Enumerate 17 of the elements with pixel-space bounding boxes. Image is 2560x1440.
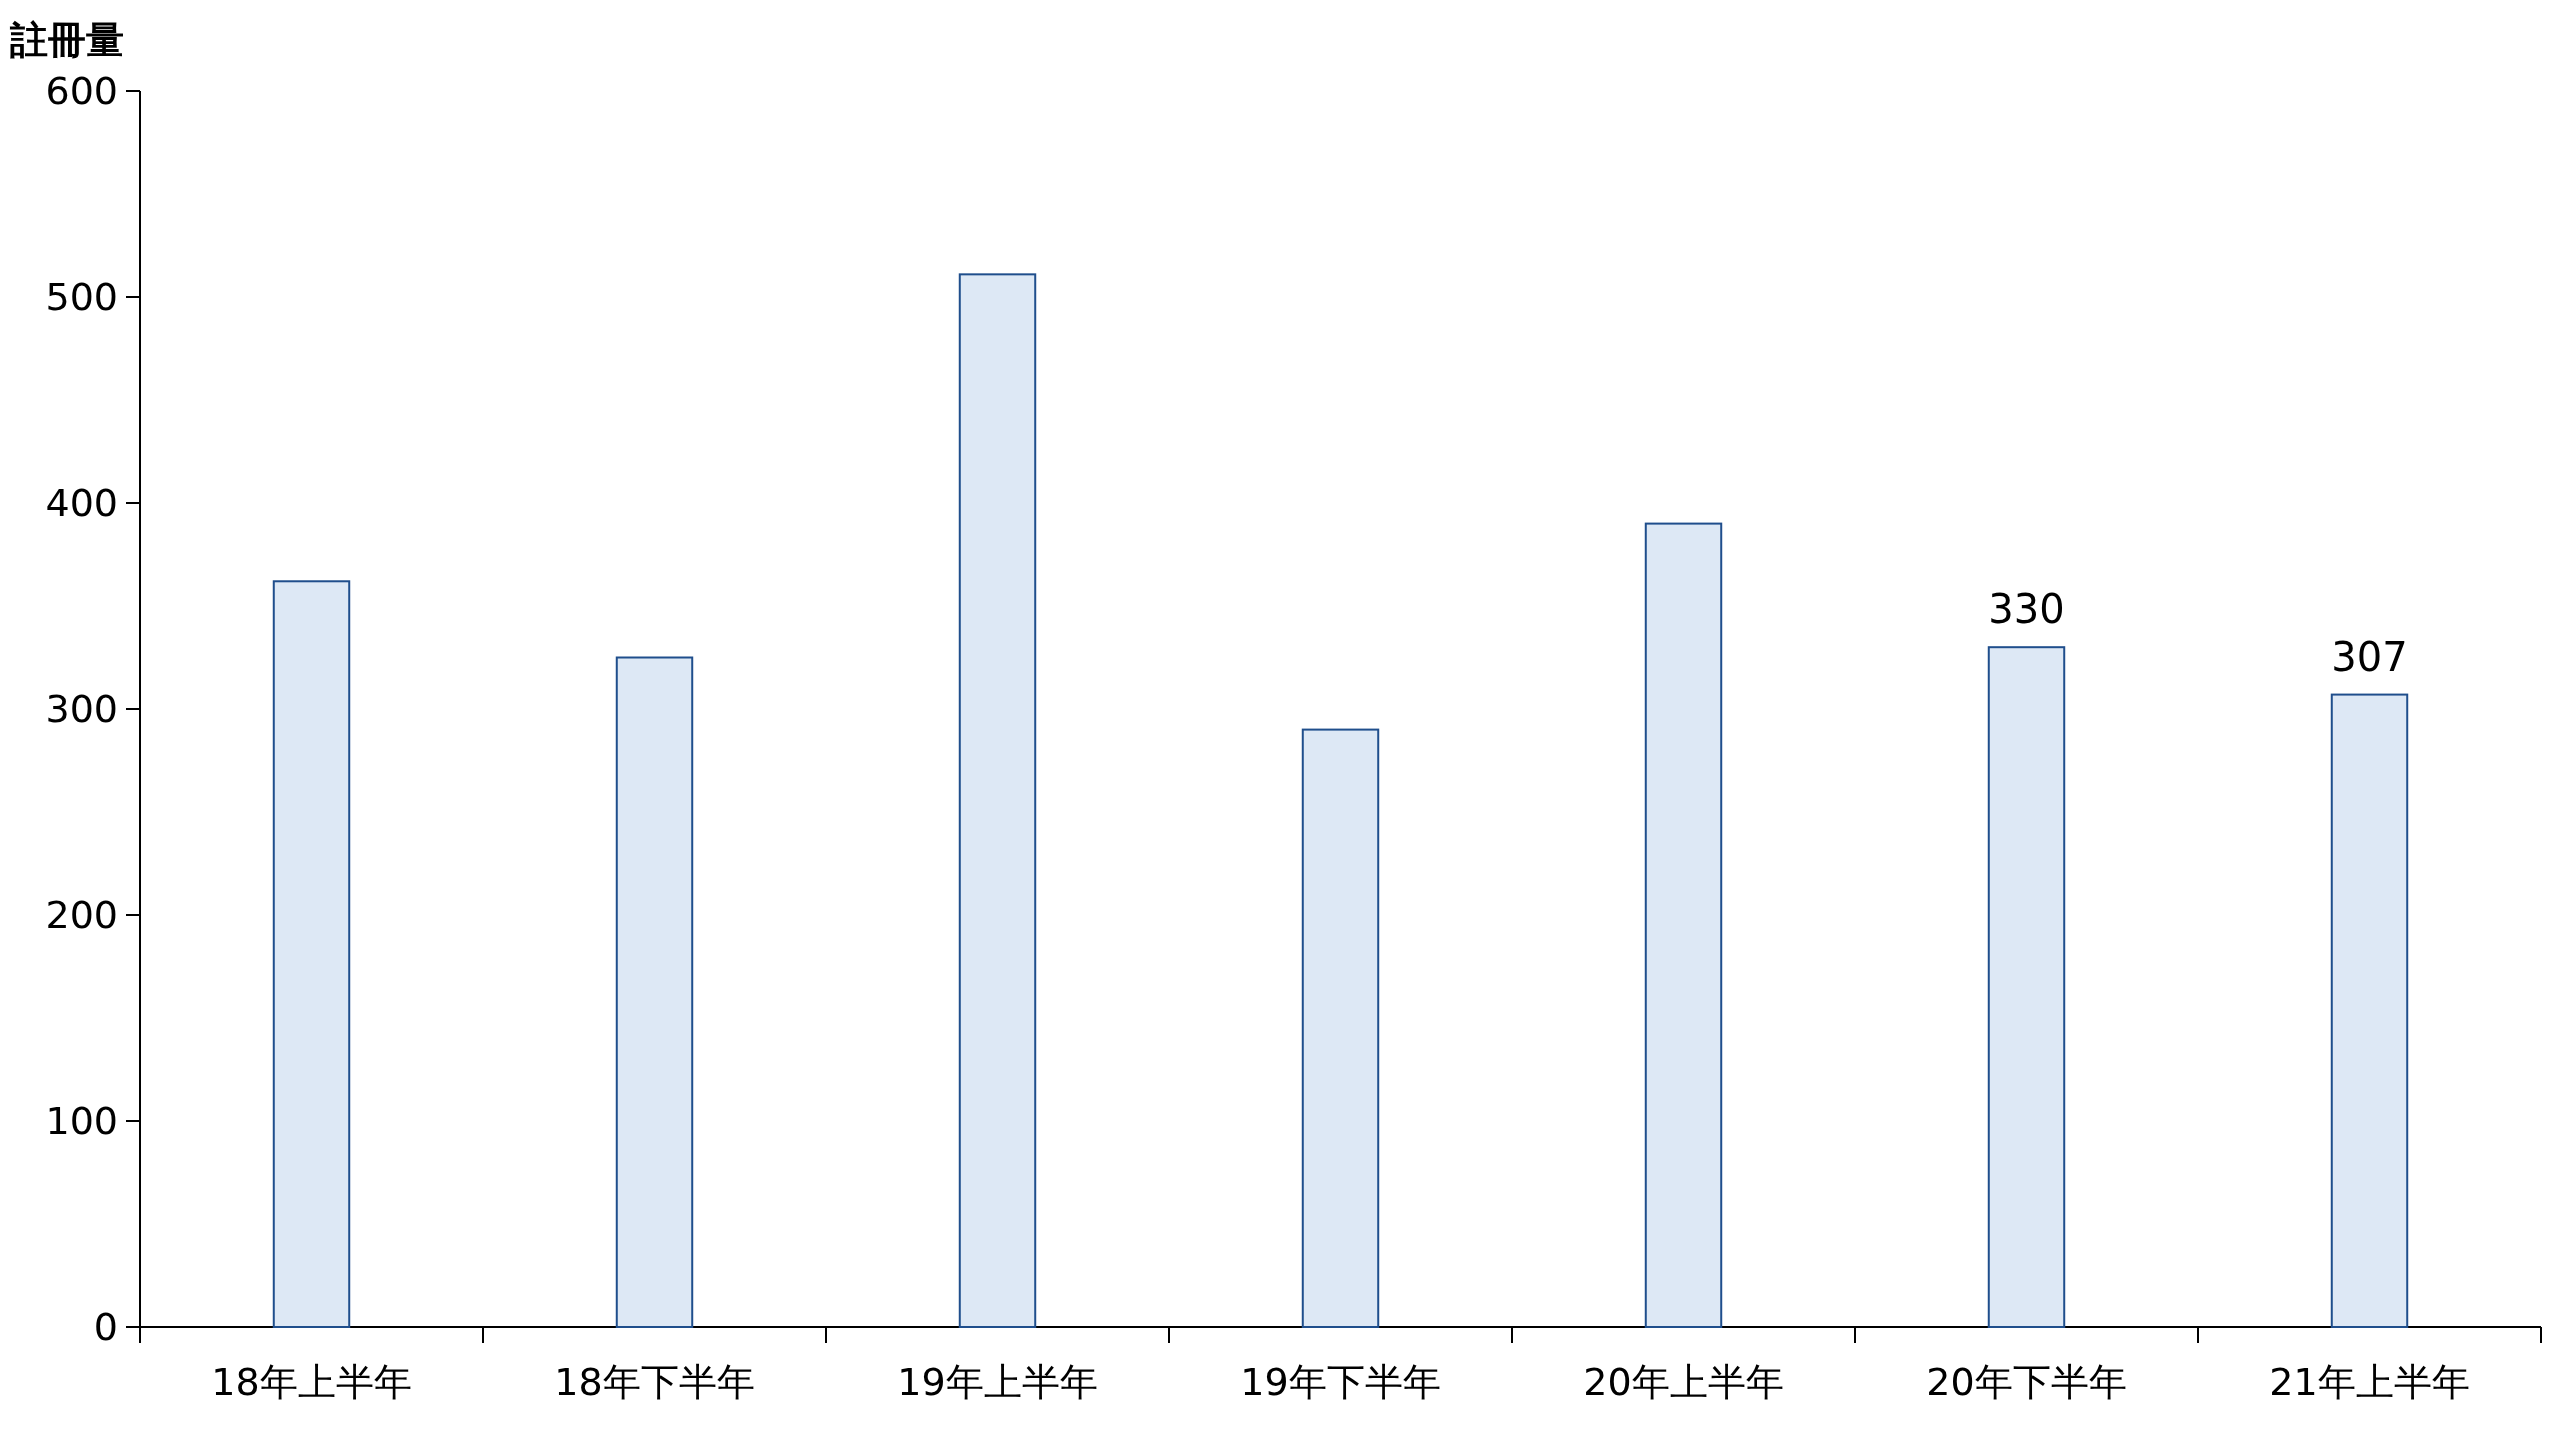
y-tick-label: 0 [93,1305,118,1349]
y-tick-label: 400 [45,481,118,525]
y-axis-title: 註冊量 [9,18,124,62]
x-tick-label: 20年下半年 [1926,1360,2127,1404]
y-tick-label: 600 [45,69,118,113]
x-tick-label: 21年上半年 [2269,1360,2470,1404]
y-tick-label: 500 [45,275,118,319]
y-tick-label: 300 [45,687,118,731]
x-tick-label: 18年上半年 [211,1360,412,1404]
data-label: 330 [1988,586,2065,633]
data-label: 307 [2331,633,2408,680]
x-tick-label: 18年下半年 [554,1360,755,1404]
x-tick-label: 19年下半年 [1240,1360,1441,1404]
x-tick-label: 19年上半年 [897,1360,1098,1404]
y-tick-label: 200 [45,893,118,937]
x-tick-label: 20年上半年 [1583,1360,1784,1404]
y-tick-label: 100 [45,1099,118,1143]
